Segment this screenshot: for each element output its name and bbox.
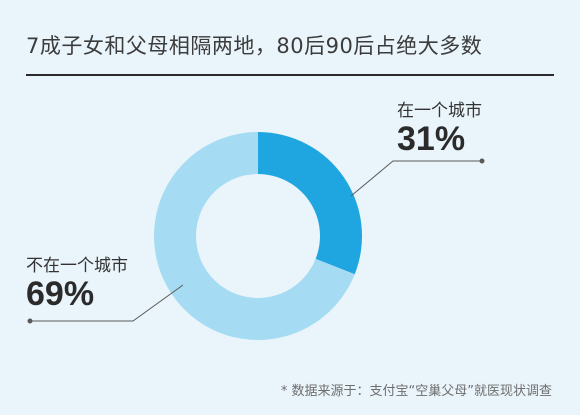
slice-same-city	[258, 132, 362, 275]
leader-line-different-city	[30, 284, 184, 322]
slice-value-different-city: 69%	[26, 275, 95, 313]
data-source-note: * 数据来源于：支付宝“空巢父母”就医现状调查	[280, 384, 552, 399]
slice-label-same-city: 在一个城市 31%	[397, 96, 482, 158]
chart-title: 7成子女和父母相隔两地，80后90后占绝大多数	[26, 34, 483, 58]
leader-line-same-city	[350, 160, 482, 197]
slice-label-different-city: 不在一个城市 69%	[26, 251, 128, 313]
slice-name-same-city: 在一个城市	[397, 101, 482, 121]
leader-line-same-city-dot	[479, 158, 485, 164]
slice-different-city	[154, 132, 355, 340]
leader-line-different-city-dot	[27, 318, 33, 324]
title-divider	[26, 74, 554, 76]
slice-name-different-city: 不在一个城市	[26, 256, 128, 276]
slice-value-same-city: 31%	[397, 120, 466, 158]
